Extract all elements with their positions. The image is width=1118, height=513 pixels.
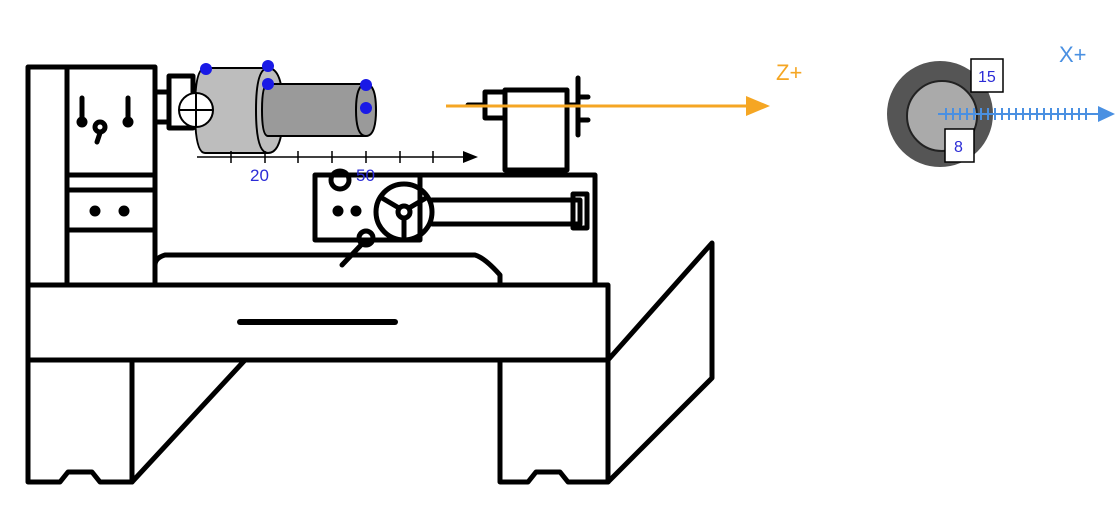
gear-control-box: [64, 187, 158, 233]
chip-tray: [605, 240, 715, 485]
chuck-crosshair-icon: [178, 92, 214, 128]
carriage: [312, 172, 423, 243]
inner-diameter-label: 8: [954, 139, 963, 156]
outer-diameter-box: 15: [970, 58, 1004, 93]
lathe-machine: [25, 64, 715, 485]
point-b: [262, 60, 274, 72]
z-axis-arrow: [446, 96, 770, 116]
inner-diameter-box: 8: [944, 128, 975, 163]
z-axis-label: Z+: [776, 60, 802, 85]
point-a: [200, 63, 212, 75]
lathe-body: [25, 282, 611, 363]
workpiece: [178, 60, 378, 154]
point-c: [262, 78, 274, 90]
point-d: [360, 79, 372, 91]
lathe-bed-top: [152, 252, 503, 288]
tick-label-50: 50: [356, 166, 375, 185]
right-leg: [497, 357, 611, 485]
x-axis-arrow: [938, 106, 1115, 122]
tick-label-20: 20: [250, 166, 269, 185]
x-axis-label: X+: [1059, 42, 1087, 67]
z-ruler: [197, 151, 478, 163]
outer-diameter-label: 15: [978, 69, 996, 86]
point-e: [360, 102, 372, 114]
tailstock-icon: [465, 75, 591, 173]
left-leg: [25, 357, 135, 485]
